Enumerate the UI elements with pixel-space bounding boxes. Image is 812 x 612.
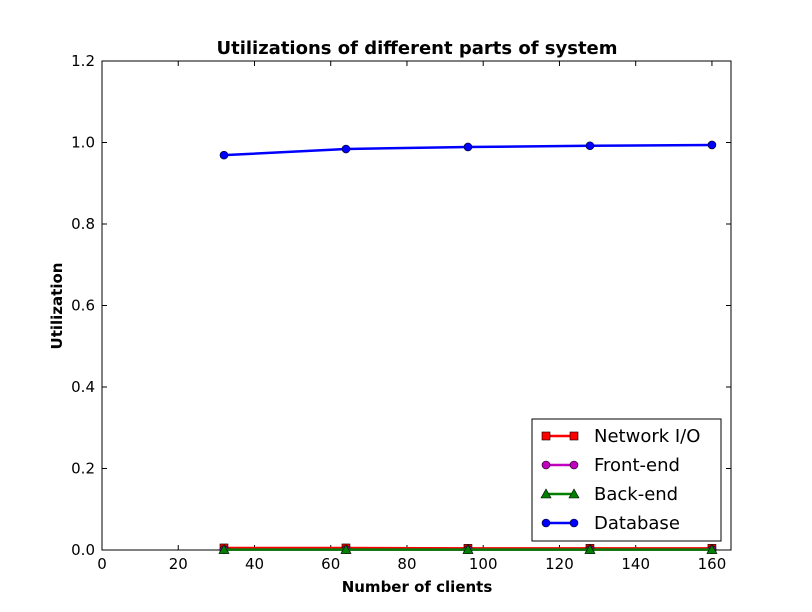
- x-tick-label: 0: [97, 555, 107, 573]
- legend-label: Network I/O: [594, 426, 700, 447]
- data-point: [218, 543, 230, 554]
- x-tick-label: 80: [397, 555, 416, 573]
- legend-marker: [540, 488, 552, 499]
- y-tick-label: 0.0: [71, 541, 95, 559]
- legend-marker: [568, 488, 580, 499]
- y-tick-label: 1.0: [71, 134, 95, 152]
- x-axis-label: Number of clients: [342, 578, 493, 596]
- legend-label: Database: [594, 513, 680, 534]
- data-point: [462, 543, 474, 554]
- data-point: [584, 543, 596, 554]
- series-database: [219, 140, 717, 160]
- chart-title: Utilizations of different parts of syste…: [216, 38, 617, 59]
- legend-marker: [569, 431, 579, 441]
- x-tick-label: 40: [245, 555, 264, 573]
- y-axis-label: Utilization: [48, 263, 66, 350]
- data-point: [463, 142, 473, 152]
- data-point: [219, 150, 229, 160]
- x-tick-label: 20: [169, 555, 188, 573]
- legend-marker: [569, 518, 579, 528]
- legend-item: Back-end: [540, 484, 678, 505]
- legend-item: Database: [541, 513, 680, 534]
- data-point: [707, 140, 717, 150]
- data-point: [341, 144, 351, 154]
- data-point: [585, 141, 595, 151]
- x-tick-label: 120: [545, 555, 574, 573]
- legend-label: Back-end: [594, 484, 678, 505]
- legend-box: [531, 418, 722, 542]
- legend-label: Front-end: [594, 455, 680, 476]
- legend-marker: [541, 460, 551, 470]
- data-point: [340, 543, 352, 554]
- legend-item: Network I/O: [541, 426, 700, 447]
- y-tick-label: 0.6: [71, 297, 95, 315]
- y-tick-label: 0.8: [71, 215, 95, 233]
- x-tick-label: 140: [621, 555, 650, 573]
- legend-item: Front-end: [541, 455, 680, 476]
- legend-marker: [569, 460, 579, 470]
- data-point: [706, 543, 718, 554]
- y-tick-label: 1.2: [71, 52, 95, 70]
- y-tick-label: 0.2: [71, 460, 95, 478]
- legend-marker: [541, 431, 551, 441]
- x-tick-label: 160: [698, 555, 727, 573]
- y-tick-label: 0.4: [71, 378, 95, 396]
- legend-marker: [541, 518, 551, 528]
- x-tick-label: 100: [469, 555, 498, 573]
- x-tick-label: 60: [321, 555, 340, 573]
- series-back-end: [218, 543, 718, 554]
